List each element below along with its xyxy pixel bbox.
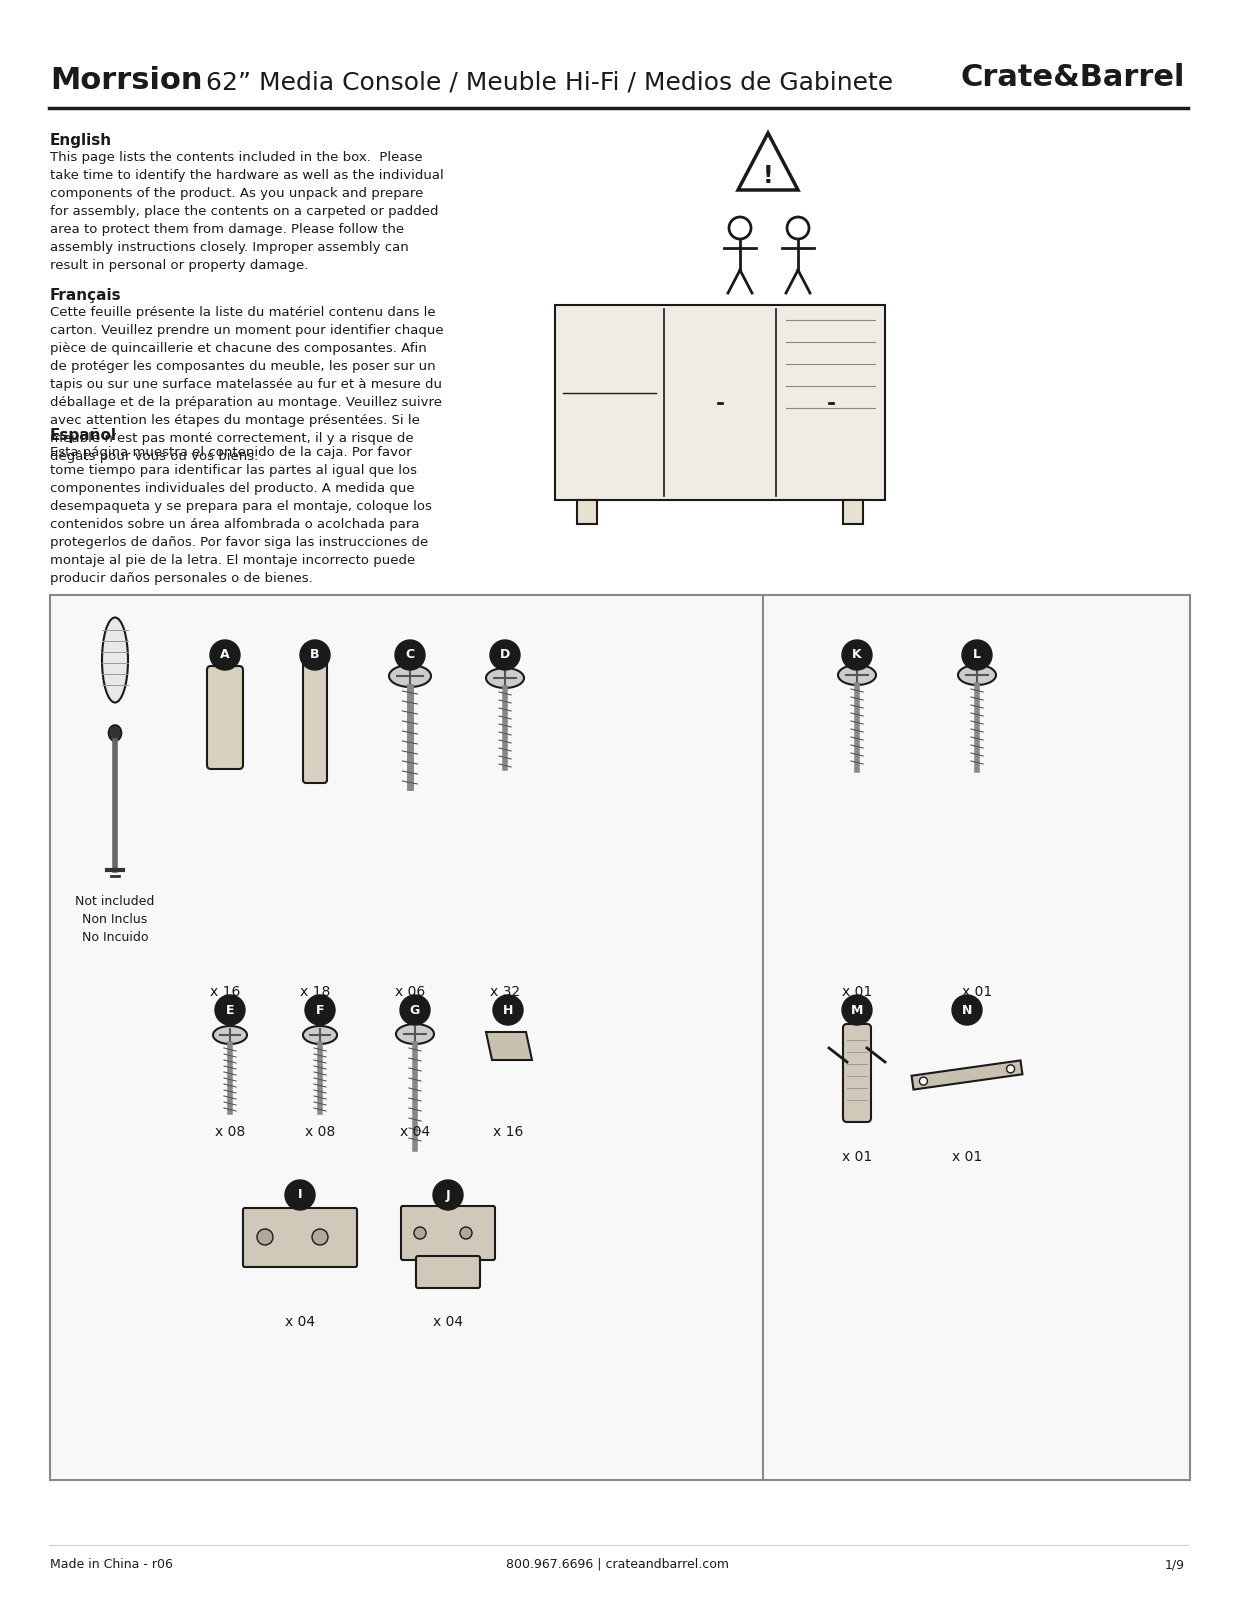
Text: x 32: x 32 bbox=[490, 986, 520, 998]
Circle shape bbox=[306, 995, 335, 1026]
Text: x 04: x 04 bbox=[285, 1315, 315, 1330]
Circle shape bbox=[433, 1181, 463, 1210]
Circle shape bbox=[842, 640, 872, 670]
Text: This page lists the contents included in the box.  Please
take time to identify : This page lists the contents included in… bbox=[49, 150, 444, 272]
Text: B: B bbox=[310, 648, 319, 661]
Circle shape bbox=[395, 640, 426, 670]
Circle shape bbox=[494, 995, 523, 1026]
FancyBboxPatch shape bbox=[401, 1206, 495, 1261]
Text: Morrsion: Morrsion bbox=[49, 66, 203, 94]
Text: 1/9: 1/9 bbox=[1165, 1558, 1185, 1571]
Text: C: C bbox=[406, 648, 414, 661]
Ellipse shape bbox=[101, 618, 127, 702]
Text: Español: Español bbox=[49, 427, 118, 443]
Text: x 01: x 01 bbox=[842, 986, 872, 998]
Text: F: F bbox=[315, 1003, 324, 1016]
Text: x 08: x 08 bbox=[304, 1125, 335, 1139]
Text: x 16: x 16 bbox=[492, 1125, 523, 1139]
Text: x 08: x 08 bbox=[215, 1125, 245, 1139]
Text: x 04: x 04 bbox=[433, 1315, 463, 1330]
Polygon shape bbox=[912, 1061, 1023, 1090]
Text: Not included
Non Inclus
No Incuido: Not included Non Inclus No Incuido bbox=[75, 894, 155, 944]
Text: N: N bbox=[962, 1003, 972, 1016]
Text: K: K bbox=[852, 648, 862, 661]
FancyBboxPatch shape bbox=[416, 1256, 480, 1288]
Ellipse shape bbox=[213, 1026, 247, 1043]
FancyBboxPatch shape bbox=[555, 306, 884, 499]
Text: A: A bbox=[220, 648, 230, 661]
Polygon shape bbox=[486, 1032, 532, 1059]
Circle shape bbox=[257, 1229, 273, 1245]
Text: M: M bbox=[851, 1003, 863, 1016]
Text: H: H bbox=[502, 1003, 513, 1016]
Circle shape bbox=[1007, 1066, 1014, 1074]
Text: x 01: x 01 bbox=[962, 986, 992, 998]
Text: E: E bbox=[225, 1003, 234, 1016]
Text: 800.967.6696 | crateandbarrel.com: 800.967.6696 | crateandbarrel.com bbox=[506, 1558, 730, 1571]
Text: Made in China - r06: Made in China - r06 bbox=[49, 1558, 173, 1571]
Text: Cette feuille présente la liste du matériel contenu dans le
carton. Veuillez pre: Cette feuille présente la liste du matér… bbox=[49, 306, 444, 462]
Circle shape bbox=[952, 995, 982, 1026]
Circle shape bbox=[490, 640, 520, 670]
Ellipse shape bbox=[957, 666, 996, 685]
Ellipse shape bbox=[388, 666, 430, 686]
Circle shape bbox=[460, 1227, 473, 1238]
Text: Esta página muestra el contenido de la caja. Por favor
tome tiempo para identifi: Esta página muestra el contenido de la c… bbox=[49, 446, 432, 586]
FancyBboxPatch shape bbox=[576, 499, 597, 525]
Circle shape bbox=[842, 995, 872, 1026]
Ellipse shape bbox=[109, 725, 121, 741]
Text: 62” Media Console / Meuble Hi-Fi / Medios de Gabinete: 62” Media Console / Meuble Hi-Fi / Medio… bbox=[198, 70, 893, 94]
FancyBboxPatch shape bbox=[842, 499, 863, 525]
FancyBboxPatch shape bbox=[242, 1208, 357, 1267]
Circle shape bbox=[400, 995, 430, 1026]
Text: x 01: x 01 bbox=[842, 1150, 872, 1165]
FancyBboxPatch shape bbox=[842, 1024, 871, 1122]
Text: x 18: x 18 bbox=[299, 986, 330, 998]
Circle shape bbox=[919, 1077, 928, 1085]
Ellipse shape bbox=[837, 666, 876, 685]
Ellipse shape bbox=[396, 1024, 434, 1043]
Text: x 06: x 06 bbox=[395, 986, 426, 998]
Text: L: L bbox=[974, 648, 981, 661]
Circle shape bbox=[210, 640, 240, 670]
Circle shape bbox=[215, 995, 245, 1026]
Text: x 04: x 04 bbox=[400, 1125, 430, 1139]
Text: I: I bbox=[298, 1189, 302, 1202]
FancyBboxPatch shape bbox=[49, 595, 1190, 1480]
Circle shape bbox=[962, 640, 992, 670]
FancyBboxPatch shape bbox=[207, 666, 242, 770]
Text: Crate&Barrel: Crate&Barrel bbox=[960, 62, 1185, 91]
Text: J: J bbox=[445, 1189, 450, 1202]
Ellipse shape bbox=[303, 1026, 336, 1043]
Text: x 16: x 16 bbox=[210, 986, 240, 998]
FancyBboxPatch shape bbox=[303, 662, 327, 782]
Circle shape bbox=[301, 640, 330, 670]
Text: x 01: x 01 bbox=[952, 1150, 982, 1165]
Circle shape bbox=[414, 1227, 426, 1238]
Circle shape bbox=[285, 1181, 315, 1210]
Text: Français: Français bbox=[49, 288, 121, 302]
Circle shape bbox=[312, 1229, 328, 1245]
Ellipse shape bbox=[486, 669, 524, 688]
Text: G: G bbox=[409, 1003, 421, 1016]
Text: D: D bbox=[500, 648, 510, 661]
Text: English: English bbox=[49, 133, 113, 149]
Text: !: ! bbox=[763, 165, 773, 187]
